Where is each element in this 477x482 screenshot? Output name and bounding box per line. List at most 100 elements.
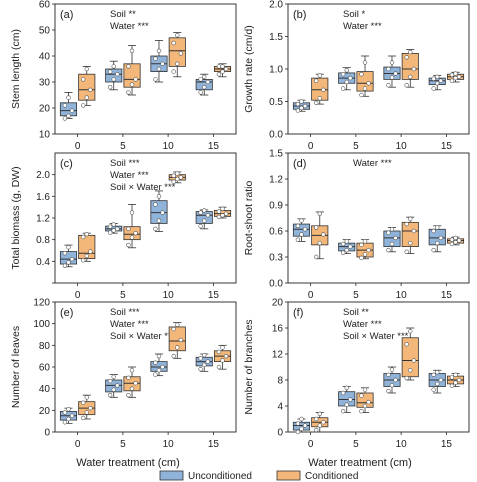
data-point bbox=[295, 108, 301, 113]
box-unconditioned-0 bbox=[292, 218, 311, 242]
data-point bbox=[107, 392, 113, 398]
box-unconditioned-10 bbox=[383, 366, 401, 394]
y-tick-label: 0.0 bbox=[269, 279, 283, 290]
y-tick-label: 20 bbox=[272, 298, 284, 309]
data-point bbox=[386, 247, 391, 253]
data-point bbox=[313, 100, 319, 106]
data-point bbox=[411, 228, 417, 234]
data-point bbox=[198, 90, 203, 95]
y-tick-label: 1.0 bbox=[269, 65, 283, 76]
x-tick-label: 0 bbox=[75, 439, 81, 450]
data-point bbox=[69, 108, 75, 113]
data-point bbox=[80, 103, 86, 108]
data-point bbox=[404, 375, 409, 381]
x-tick-label: 0 bbox=[75, 290, 81, 301]
box-conditioned-10 bbox=[401, 327, 419, 381]
data-point bbox=[126, 226, 131, 232]
data-point bbox=[317, 240, 322, 246]
data-point bbox=[295, 421, 301, 426]
y-tick-label: 2.0 bbox=[36, 170, 50, 181]
data-point bbox=[404, 249, 409, 255]
box-conditioned-5 bbox=[356, 239, 374, 261]
data-point bbox=[404, 221, 409, 227]
box-conditioned-5 bbox=[356, 387, 374, 414]
data-point bbox=[160, 364, 165, 370]
x-tick-label: 5 bbox=[120, 439, 126, 450]
y-tick-label: 100 bbox=[33, 319, 50, 330]
data-point bbox=[88, 405, 93, 411]
data-point bbox=[62, 420, 68, 425]
y-tick-label: 20 bbox=[39, 406, 51, 417]
box-conditioned-10 bbox=[168, 322, 186, 359]
data-point bbox=[205, 359, 211, 364]
data-point bbox=[202, 74, 207, 80]
box-conditioned-5 bbox=[123, 45, 141, 96]
data-point bbox=[344, 68, 349, 73]
data-point bbox=[111, 77, 116, 82]
data-point bbox=[111, 222, 116, 227]
data-point bbox=[62, 263, 68, 268]
data-point bbox=[111, 374, 116, 379]
data-point bbox=[449, 241, 455, 247]
data-point bbox=[362, 60, 368, 65]
box-unconditioned-10 bbox=[150, 190, 168, 232]
data-point bbox=[171, 173, 176, 178]
x-tick-label: 10 bbox=[163, 141, 175, 152]
legend-swatch-unconditioned bbox=[159, 470, 184, 481]
significance-annotation: Soil * bbox=[343, 9, 365, 20]
significance-annotation: Water *** bbox=[110, 319, 149, 330]
data-point bbox=[313, 427, 319, 433]
data-point bbox=[66, 416, 71, 422]
data-point bbox=[220, 358, 225, 363]
y-tick-label: 30 bbox=[39, 78, 51, 89]
data-point bbox=[175, 345, 180, 350]
data-point bbox=[156, 218, 162, 223]
data-point bbox=[126, 64, 131, 69]
data-point bbox=[299, 426, 304, 431]
data-point bbox=[171, 326, 176, 332]
data-point bbox=[317, 423, 322, 428]
data-point bbox=[171, 353, 176, 359]
data-point bbox=[435, 225, 440, 230]
data-point bbox=[453, 372, 458, 377]
data-point bbox=[223, 353, 229, 359]
box-unconditioned-10 bbox=[383, 55, 401, 88]
data-point bbox=[313, 254, 319, 260]
data-point bbox=[389, 241, 395, 247]
data-point bbox=[69, 256, 75, 262]
data-point bbox=[115, 71, 120, 77]
data-point bbox=[348, 397, 353, 402]
data-point bbox=[129, 235, 135, 240]
data-point bbox=[220, 213, 225, 218]
data-point bbox=[359, 242, 364, 248]
data-point bbox=[456, 74, 462, 80]
data-point bbox=[344, 239, 349, 244]
y-tick-label: 2.0 bbox=[269, 0, 283, 11]
data-point bbox=[171, 179, 176, 184]
data-point bbox=[449, 78, 455, 83]
data-point bbox=[115, 226, 120, 232]
data-point bbox=[216, 209, 222, 214]
data-point bbox=[362, 387, 368, 392]
data-point bbox=[393, 71, 398, 76]
data-point bbox=[171, 40, 176, 46]
data-point bbox=[133, 381, 138, 386]
data-point bbox=[80, 415, 86, 421]
data-point bbox=[456, 377, 462, 383]
box-conditioned-15 bbox=[213, 206, 232, 220]
data-point bbox=[393, 235, 398, 241]
data-point bbox=[216, 349, 222, 355]
box-conditioned-0 bbox=[78, 66, 96, 108]
data-point bbox=[348, 244, 353, 249]
data-point bbox=[299, 416, 304, 422]
box-conditioned-10 bbox=[168, 171, 186, 184]
data-point bbox=[205, 79, 211, 85]
data-point bbox=[160, 210, 165, 215]
data-point bbox=[359, 92, 364, 98]
box-conditioned-15 bbox=[213, 63, 232, 78]
data-point bbox=[111, 228, 116, 233]
data-point bbox=[431, 387, 436, 392]
data-point bbox=[435, 81, 440, 86]
y-axis-title: Stem length (cm) bbox=[10, 29, 22, 109]
data-point bbox=[456, 238, 462, 243]
